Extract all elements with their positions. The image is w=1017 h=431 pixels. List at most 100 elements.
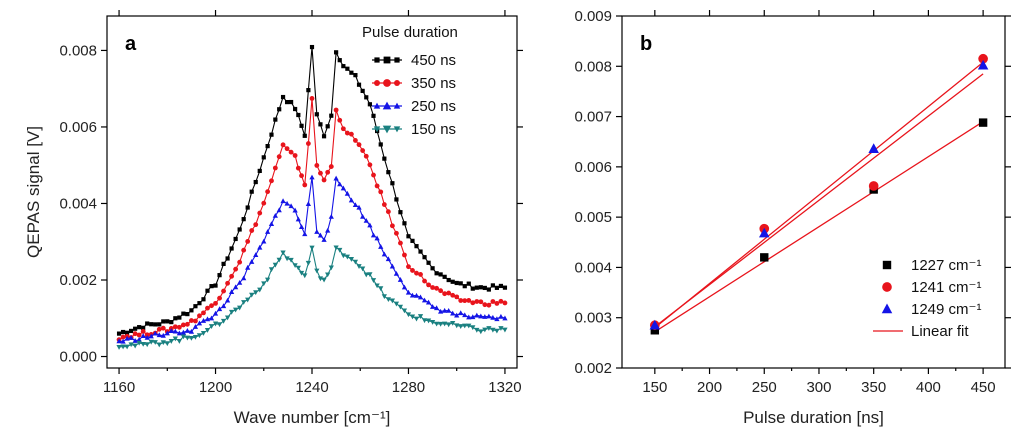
data-point xyxy=(185,311,190,317)
data-point xyxy=(482,314,488,319)
data-point xyxy=(193,318,198,324)
data-point xyxy=(450,320,456,326)
data-point xyxy=(302,273,308,279)
data-point xyxy=(172,324,178,330)
data-point xyxy=(276,257,282,263)
data-point xyxy=(197,301,202,306)
data-point xyxy=(433,305,440,311)
data-point xyxy=(374,183,380,189)
data-point xyxy=(421,318,428,324)
data-point xyxy=(257,168,262,174)
data-point xyxy=(402,221,407,226)
data-point xyxy=(184,335,191,341)
legend-marker xyxy=(393,102,401,109)
data-point xyxy=(414,270,419,276)
data-point xyxy=(233,266,239,272)
data-point xyxy=(413,292,420,298)
data-point xyxy=(486,313,492,319)
data-point xyxy=(462,312,468,318)
data-point xyxy=(318,170,323,176)
data-point xyxy=(367,272,373,278)
legend-marker xyxy=(394,80,400,86)
data-point xyxy=(152,340,158,345)
data-point xyxy=(498,298,504,304)
data-point xyxy=(213,300,218,306)
data-point xyxy=(284,200,290,206)
data-point xyxy=(153,322,158,327)
legend-marker xyxy=(373,102,381,109)
data-point xyxy=(486,302,492,308)
legend-marker xyxy=(374,80,380,86)
data-point xyxy=(406,234,411,239)
data-point xyxy=(454,312,460,318)
data-point xyxy=(309,245,315,251)
data-point xyxy=(466,298,472,303)
data-point xyxy=(280,198,286,204)
data-point xyxy=(217,273,222,278)
data-point xyxy=(426,282,431,288)
data-point xyxy=(462,298,468,304)
legend: Pulse duration 450 ns 350 ns 250 ns 150 ns xyxy=(362,24,458,138)
data-point xyxy=(425,318,432,324)
legend-item: Linear fit xyxy=(873,323,969,340)
data-point xyxy=(148,333,154,339)
data-point xyxy=(490,299,496,304)
data-point xyxy=(200,331,207,336)
data-point xyxy=(144,332,150,338)
data-point xyxy=(378,244,384,249)
data-point xyxy=(344,254,350,260)
x-tick-label: 1280 xyxy=(392,379,425,396)
data-point xyxy=(434,271,439,276)
data-point xyxy=(241,300,247,305)
data-point xyxy=(337,181,343,187)
y-tick-label: 0.006 xyxy=(574,159,612,176)
data-point xyxy=(208,315,215,321)
data-point xyxy=(337,247,343,253)
data-point xyxy=(371,172,376,178)
data-point xyxy=(253,252,259,258)
data-point xyxy=(233,284,239,290)
data-point xyxy=(389,263,396,269)
data-point xyxy=(284,256,290,262)
data-point xyxy=(176,324,182,330)
data-point xyxy=(220,303,227,309)
y-tick-label: 0.008 xyxy=(59,42,97,59)
y-tick-label: 0.004 xyxy=(574,259,612,276)
data-point xyxy=(340,253,346,259)
data-point xyxy=(176,338,182,344)
data-point xyxy=(409,314,416,320)
data-point xyxy=(398,210,403,215)
data-point xyxy=(650,326,660,335)
data-point xyxy=(393,270,400,276)
x-tick-label: 1320 xyxy=(488,379,521,396)
data-point xyxy=(345,66,350,71)
data-point xyxy=(442,291,448,297)
data-point xyxy=(173,316,178,321)
data-point xyxy=(160,325,166,331)
data-point xyxy=(353,73,358,78)
data-point xyxy=(257,244,263,250)
data-point xyxy=(337,117,343,123)
data-point xyxy=(241,275,247,281)
data-point xyxy=(128,342,134,348)
x-tick-label: 450 xyxy=(971,379,996,396)
data-point xyxy=(378,189,384,195)
data-point xyxy=(140,333,146,338)
data-point xyxy=(397,304,404,310)
series-350-ns xyxy=(116,95,508,343)
data-point xyxy=(458,281,463,286)
data-point xyxy=(168,328,174,333)
data-point xyxy=(140,329,146,334)
data-point xyxy=(868,143,879,153)
data-point xyxy=(140,341,146,347)
data-point xyxy=(224,297,231,303)
data-point xyxy=(136,340,142,346)
data-point xyxy=(393,230,399,236)
data-point xyxy=(446,277,451,283)
data-point xyxy=(417,314,424,319)
data-point xyxy=(474,327,480,333)
fit-lines xyxy=(654,61,984,333)
data-point xyxy=(288,99,294,105)
data-point xyxy=(176,330,182,336)
